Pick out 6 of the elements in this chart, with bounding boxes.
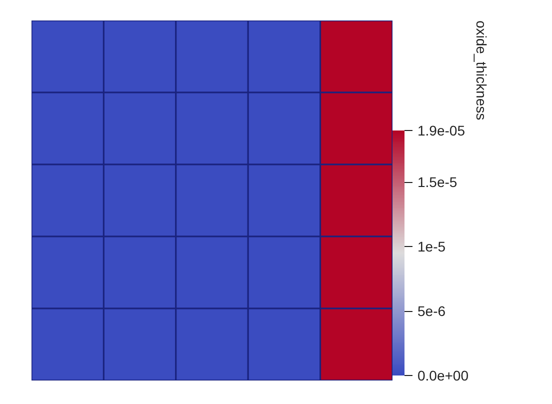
color-bar-label: 1.5e-5 (418, 174, 458, 190)
color-bar-title: oxide_thickness (474, 20, 490, 120)
color-bar-label: 0.0e+00 (418, 368, 469, 384)
color-bar-label: 1.9e-05 (418, 122, 466, 138)
color-bar-label: 1e-5 (418, 238, 446, 255)
color-bar-label: 5e-6 (418, 303, 446, 320)
